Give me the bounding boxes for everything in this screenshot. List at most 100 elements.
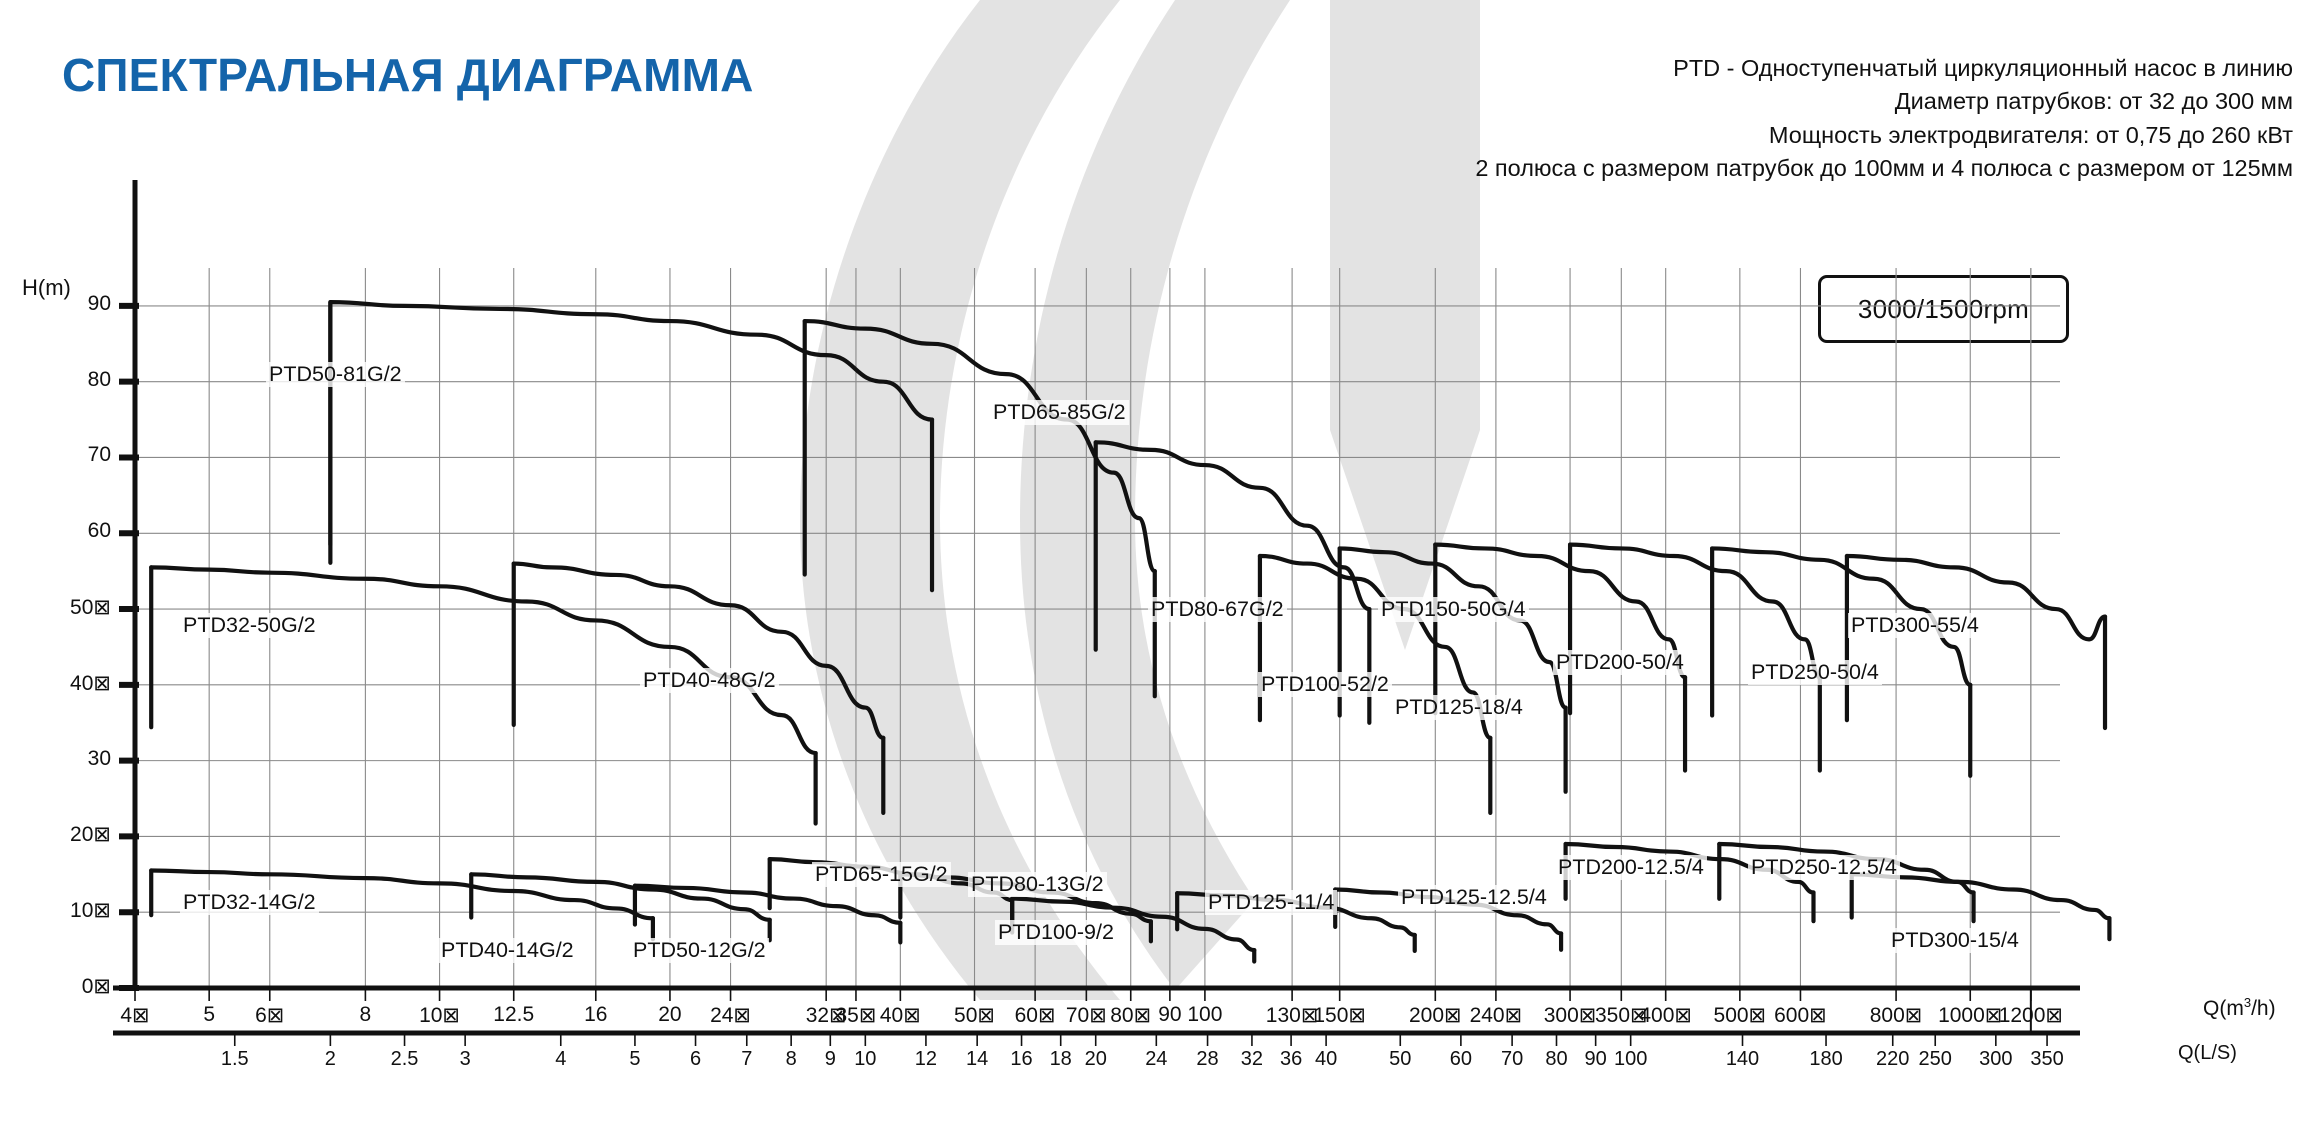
x-tick-m3h-6: 6⊠ [255,1004,285,1027]
curve-PTD300-15/4 [1849,872,2112,921]
x-tick-m3h-130: 130⊠ [1265,1004,1319,1027]
header-line-4: 2 полюса с размером патрубок до 100мм и … [1475,155,2293,182]
x-tick-ls-10: 10 [854,1048,877,1070]
x-tick-m3h-240: 240⊠ [1469,1004,1523,1027]
x-tick-ls-12: 12 [914,1048,938,1070]
x-tick-m3h-90: 90 [1158,1003,1182,1026]
x-tick-m3h-100: 100 [1187,1003,1223,1026]
curve-label-ptd125-11-4: PTD125-11/4 [1205,890,1338,915]
curve-PTD50-81G/2 [328,300,935,547]
x-axis-unit-m3h: Q(m3/h) [2203,995,2276,1020]
x-tick-ls-36: 36 [1279,1048,1303,1070]
x-tick-ls-100: 100 [1613,1048,1648,1070]
x-tick-m3h-800: 800⊠ [1869,1004,1923,1027]
x-tick-ls-90: 90 [1584,1048,1607,1070]
x-tick-ls-70: 70 [1500,1048,1524,1070]
x-tick-m3h-4: 4⊠ [120,1004,150,1027]
header-line-3: Мощность электродвигателя: от 0,75 до 26… [1768,121,2293,148]
header-line-2: Диаметр патрубков: от 32 до 300 мм [1894,88,2293,115]
curve-PTD300-55/4 [1844,553,2108,642]
curve-label-ptd100-9-2: PTD100-9/2 [995,920,1117,945]
curve-label-ptd32-14g-2: PTD32-14G/2 [180,890,319,915]
x-tick-ls-140: 140 [1725,1048,1760,1070]
x-tick-ls-6: 6 [689,1048,702,1070]
curve-PTD32-50G/2 [149,565,818,756]
x-tick-m3h-1200: 1200⊠ [1998,1004,2063,1027]
x-tick-ls-40: 40 [1314,1048,1338,1070]
x-tick-m3h-500: 500⊠ [1713,1004,1767,1027]
y-tick-0: 0⊠ [81,975,111,998]
x-tick-ls-28: 28 [1196,1048,1219,1070]
curve-label-ptd150-50g-4: PTD150-50G/4 [1378,597,1529,622]
x-tick-ls-18: 18 [1049,1048,1072,1070]
page-title: СПЕКТРАЛЬНАЯ ДИАГРАММА [62,49,754,101]
x-tick-ls-9: 9 [824,1048,836,1070]
x-tick-m3h-8: 8 [359,1003,372,1026]
x-tick-m3h-350: 350⊠ [1594,1004,1648,1027]
y-tick-50: 50⊠ [70,596,111,620]
x-tick-ls-4: 4 [555,1048,567,1070]
y-tick-20: 20⊠ [70,823,111,847]
y-tick-10: 10⊠ [70,899,111,923]
x-tick-m3h-32: 32⊠ [805,1004,847,1027]
curve-PTD80-67G/2 [1093,440,1372,612]
curve-label-ptd250-12-5-4: PTD250-12.5/4 [1748,855,1900,880]
x-tick-m3h-70: 70⊠ [1065,1004,1107,1027]
curve-label-ptd250-50-4: PTD250-50/4 [1748,660,1882,685]
curve-PTD40-48G/2 [511,561,886,740]
x-tick-m3h-60: 60⊠ [1014,1004,1056,1027]
x-axis-unit-ls: Q(L/S) [2178,1042,2237,1064]
x-tick-m3h-150: 150⊠ [1313,1004,1366,1027]
curve-label-ptd125-18-4: PTD125-18/4 [1392,695,1526,720]
y-tick-30: 30 [87,746,111,770]
x-tick-ls-300: 300 [1979,1048,2013,1070]
curve-label-ptd65-85g-2: PTD65-85G/2 [990,400,1129,425]
x-tick-m3h-600: 600⊠ [1774,1004,1827,1027]
curve-label-ptd65-15g-2: PTD65-15G/2 [812,862,951,887]
x-tick-ls-220: 220 [1876,1048,1910,1070]
curve-label-ptd32-50g-2: PTD32-50G/2 [180,613,319,638]
curve-label-ptd40-48g-2: PTD40-48G/2 [640,668,779,693]
y-tick-70: 70 [87,443,111,467]
x-tick-ls-5: 5 [629,1048,641,1070]
x-tick-ls-20: 20 [1084,1048,1107,1070]
x-tick-ls-1.5: 1.5 [220,1048,249,1070]
x-tick-ls-8: 8 [785,1048,797,1070]
x-tick-ls-3: 3 [459,1048,471,1070]
x-tick-ls-180: 180 [1809,1048,1843,1070]
x-tick-ls-2: 2 [324,1048,336,1070]
y-tick-40: 40⊠ [70,671,111,695]
x-tick-m3h-300: 300⊠ [1543,1004,1597,1027]
curve-label-ptd200-50-4: PTD200-50/4 [1553,650,1687,675]
curve-PTD200-50/4 [1567,542,1822,680]
x-tick-m3h-24: 24⊠ [710,1004,752,1027]
curve-label-ptd125-12-5-4: PTD125-12.5/4 [1398,885,1550,910]
x-tick-ls-14: 14 [966,1048,989,1070]
curve-PTD250-50/4 [1710,546,1973,687]
x-tick-ls-32: 32 [1240,1048,1264,1070]
x-tick-ls-80: 80 [1545,1048,1568,1070]
curve-PTD40-14G/2 [469,872,772,922]
header-description: PTD - Одноступенчатый циркуляционный нас… [1475,52,2293,185]
x-tick-m3h-16: 16 [584,1003,608,1026]
x-tick-m3h-35: 35⊠ [835,1004,877,1027]
curve-label-ptd80-13g-2: PTD80-13G/2 [968,872,1107,897]
y-axis-title: H(m) [22,275,71,300]
x-tick-m3h-5: 5 [203,1003,215,1026]
x-tick-ls-2.5: 2.5 [390,1048,419,1070]
x-tick-m3h-400: 400⊠ [1639,1004,1692,1027]
x-tick-m3h-50: 50⊠ [954,1004,995,1027]
x-tick-m3h-20: 20 [658,1003,682,1026]
x-tick-m3h-200: 200⊠ [1408,1004,1462,1027]
curve-label-ptd80-67g-2: PTD80-67G/2 [1148,597,1287,622]
x-tick-m3h-40: 40⊠ [879,1004,921,1027]
y-tick-90: 90 [87,291,111,315]
curve-label-ptd300-55-4: PTD300-55/4 [1848,613,1982,638]
header-line-1: PTD - Одноступенчатый циркуляционный нас… [1673,55,2293,81]
x-tick-m3h-10: 10⊠ [419,1004,461,1027]
y-tick-80: 80 [87,367,111,391]
x-tick-ls-24: 24 [1145,1048,1168,1070]
rpm-badge: 3000/1500rpm [1818,275,2069,343]
chart-ticks [119,302,2048,1046]
